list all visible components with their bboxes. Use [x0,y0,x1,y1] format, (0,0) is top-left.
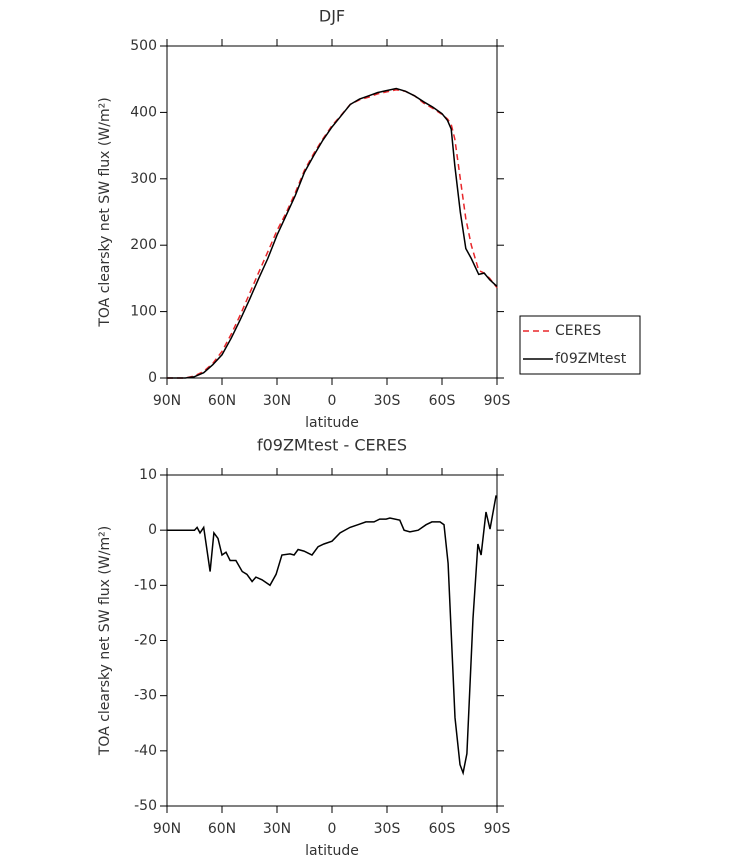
x-tick-label: 30S [374,821,401,837]
y-tick-label: 500 [130,38,157,54]
series-line [167,87,498,379]
y-tick-label: -40 [134,743,157,759]
x-tick-label: 60S [429,393,456,409]
chart-title: DJF [319,7,345,26]
plot-frame [166,474,498,807]
legend-label: f09ZMtest [555,351,627,367]
y-tick-label: -30 [134,688,157,704]
series-line [167,89,498,379]
legend-label: CERES [555,323,601,339]
x-tick-label: 90N [153,393,181,409]
chart-title: f09ZMtest - CERES [257,436,407,455]
x-tick-label: 60N [208,393,236,409]
x-tick-label: 90N [153,821,181,837]
legend-box [519,315,641,375]
plot-frame [166,45,498,379]
y-tick-label: 0 [148,370,157,386]
y-tick-label: 100 [130,304,157,320]
x-tick-label: 60S [429,821,456,837]
y-tick-label: 10 [139,467,157,483]
y-tick-label: -20 [134,633,157,649]
x-tick-label: 90S [484,821,511,837]
y-tick-label: 300 [130,171,157,187]
y-tick-label: 400 [130,104,157,120]
x-tick-label: 60N [208,821,236,837]
y-tick-label: -10 [134,577,157,593]
x-axis-label: latitude [305,415,359,431]
y-axis-label: TOA clearsky net SW flux (W/m²) [97,97,113,327]
x-tick-label: 30N [263,821,291,837]
y-tick-label: 0 [148,522,157,538]
series-line [167,495,497,776]
x-tick-label: 0 [328,821,337,837]
y-tick-label: 200 [130,237,157,253]
x-tick-label: 90S [484,393,511,409]
y-axis-label: TOA clearsky net SW flux (W/m²) [97,526,113,756]
x-axis-label: latitude [305,843,359,859]
y-tick-label: -50 [134,798,157,814]
x-tick-label: 30S [374,393,401,409]
x-tick-label: 30N [263,393,291,409]
x-tick-label: 0 [328,393,337,409]
